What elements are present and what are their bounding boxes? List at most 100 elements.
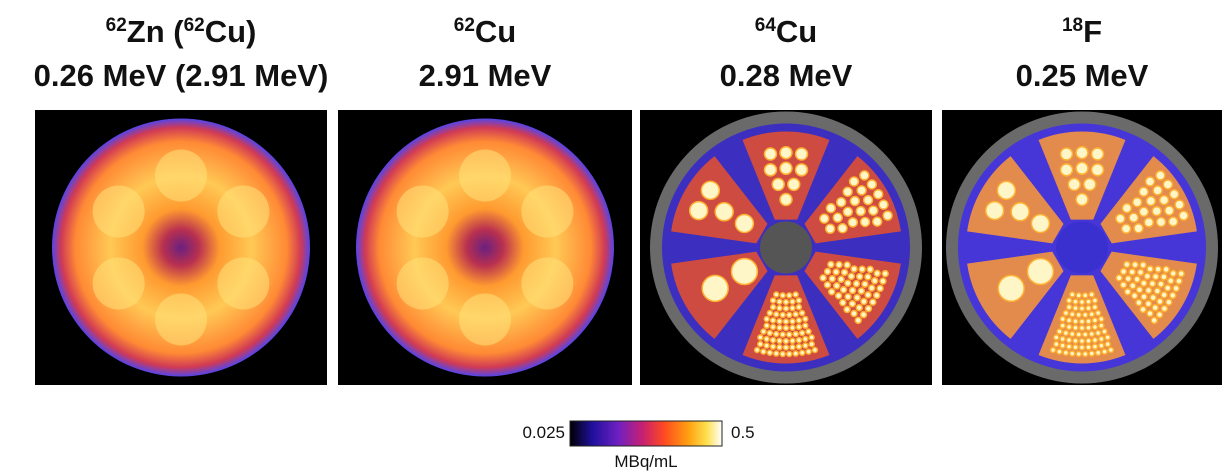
hot-rod [788, 178, 800, 190]
hot-rod [1070, 312, 1075, 317]
hot-rod [844, 262, 850, 268]
hot-rod [1105, 335, 1110, 340]
panel-title: 62Cu2.91 MeV [315, 10, 655, 98]
hot-rod [872, 278, 878, 284]
hot-rod [790, 338, 795, 343]
hot-region [217, 186, 269, 238]
hot-rod [882, 271, 888, 277]
hot-rod [1011, 203, 1029, 221]
hot-rod [1099, 323, 1104, 328]
hot-rod [784, 319, 789, 324]
hot-rod [1092, 148, 1104, 160]
hot-rod [1092, 324, 1097, 329]
hot-rod [771, 344, 776, 349]
hot-rod [761, 329, 766, 334]
hot-rod [806, 349, 811, 354]
hot-rod [803, 343, 808, 348]
hot-rod [833, 213, 842, 222]
hot-rod [1157, 298, 1163, 304]
hot-rod [1163, 266, 1169, 272]
hot-rod [784, 345, 789, 350]
hot-rod [1157, 312, 1163, 318]
energy: 0.25 MeV [912, 54, 1227, 98]
hot-rod [701, 181, 719, 199]
hot-rod [1102, 349, 1107, 354]
hot-rod [1149, 281, 1155, 287]
hot-region [459, 150, 511, 202]
hot-region [521, 258, 573, 310]
hot-rod [1134, 224, 1143, 233]
hot-rod [1144, 218, 1153, 227]
hot-rod [1134, 276, 1140, 282]
hot-rod [1083, 312, 1088, 317]
hot-rod [1122, 224, 1131, 233]
mass-number: 18 [1062, 15, 1083, 36]
hot-rod [784, 339, 789, 344]
hot-rod [1176, 278, 1182, 284]
hot-rod [796, 318, 801, 323]
hot-rod [1092, 344, 1097, 349]
hot-rod [1067, 324, 1072, 329]
hot-rod [800, 330, 805, 335]
hot-rod [764, 148, 776, 160]
pet-image [640, 110, 932, 385]
hot-rod [755, 348, 760, 353]
hot-rod [1092, 305, 1097, 310]
hot-rod [1089, 292, 1094, 297]
hot-rod [1086, 338, 1091, 343]
hot-region [521, 186, 573, 238]
hot-rod [790, 299, 795, 304]
hot-rod [764, 323, 769, 328]
hot-rod [1067, 318, 1072, 323]
hot-rod [1116, 275, 1122, 281]
hot-rod [883, 211, 892, 220]
hot-rod [1169, 217, 1178, 226]
hot-rod [1070, 292, 1075, 297]
hot-rod [1170, 190, 1179, 199]
hot-rod [1146, 196, 1155, 205]
hot-rod [880, 278, 886, 284]
hot-rod [1139, 187, 1148, 196]
hot-rod [845, 294, 851, 300]
hot-rod [1080, 339, 1085, 344]
phantom-center [760, 222, 812, 274]
hot-rod [842, 269, 848, 275]
hot-rod [1086, 325, 1091, 330]
hot-rod [1154, 288, 1160, 294]
hot-rod [790, 306, 795, 311]
hot-rod [877, 285, 883, 291]
hot-rod [834, 283, 840, 289]
hot-rod [856, 207, 865, 216]
hot-rod [1089, 312, 1094, 317]
hot-rod [812, 348, 817, 353]
hot-rod [1067, 344, 1072, 349]
hot-rod [784, 326, 789, 331]
hot-rod [826, 224, 835, 233]
hot-rod [1108, 348, 1113, 353]
hot-rod [869, 206, 878, 215]
panel-title: 62Zn (62Cu)0.26 MeV (2.91 MeV) [11, 10, 351, 98]
hot-rod [795, 164, 807, 176]
hot-rod [1165, 206, 1174, 215]
hot-rod [1031, 215, 1049, 233]
hot-rod [1070, 331, 1075, 336]
hot-rod [837, 198, 846, 207]
hot-rod [867, 180, 876, 189]
hot-rod [838, 224, 847, 233]
hot-rod [1152, 207, 1161, 216]
hot-region [155, 150, 207, 202]
hot-rod [865, 306, 871, 312]
hot-rod [854, 295, 860, 301]
hot-rod [820, 275, 826, 281]
hot-rod [857, 274, 863, 280]
hot-rod [1076, 162, 1088, 174]
hot-rod [1083, 293, 1088, 298]
hot-rod [1070, 351, 1075, 356]
hot-rod [796, 305, 801, 310]
hot-rod [1076, 351, 1081, 356]
hot-rod [1067, 338, 1072, 343]
hot-rod [848, 218, 857, 227]
hot-rod [825, 269, 831, 275]
hot-rod [1096, 311, 1101, 316]
